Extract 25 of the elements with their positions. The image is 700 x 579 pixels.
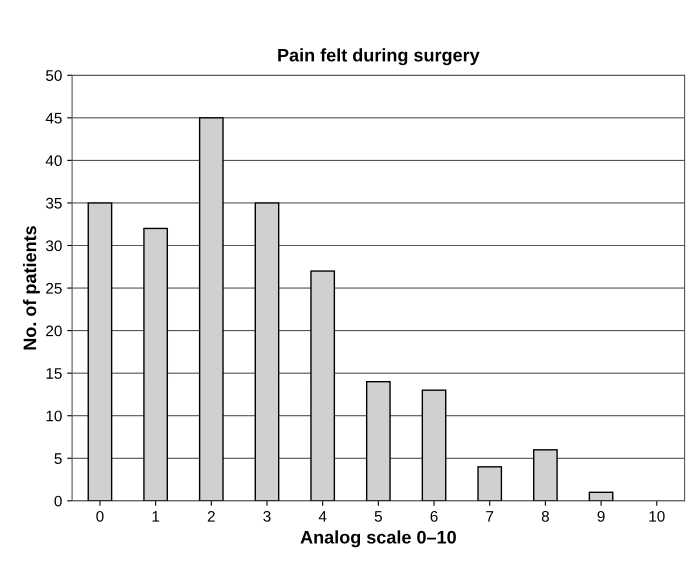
x-tick-label: 1 <box>152 511 160 522</box>
y-tick-label: 45 <box>46 112 62 124</box>
y-tick-label: 10 <box>46 410 62 422</box>
y-tick-label: 50 <box>46 70 62 81</box>
x-tick-label: 4 <box>318 511 326 522</box>
x-tick-label: 0 <box>96 510 104 522</box>
y-tick-label: 5 <box>54 453 62 464</box>
x-tick-label: 2 <box>208 510 215 522</box>
y-tick-label: 40 <box>46 155 62 166</box>
x-tick-label: 6 <box>430 510 438 522</box>
x-tick-label: 9 <box>598 510 605 522</box>
x-tick-label: 3 <box>263 510 271 522</box>
chart-title: Pain felt during surgery <box>278 48 480 66</box>
x-tick-label: 10 <box>649 510 665 522</box>
y-tick-label: 0 <box>54 496 62 507</box>
y-tick-label: 20 <box>46 325 62 336</box>
y-axis-title: No. of patients <box>23 226 40 350</box>
y-tick-label: 25 <box>46 282 62 294</box>
x-tick-label: 7 <box>486 511 494 522</box>
x-tick-label: 5 <box>374 511 382 522</box>
y-tick-label: 30 <box>46 240 62 252</box>
x-axis-title: Analog scale 0–10 <box>300 530 456 548</box>
x-tick-label: 8 <box>542 510 549 522</box>
y-tick-label: 35 <box>46 198 62 209</box>
y-tick-label: 15 <box>46 368 62 379</box>
